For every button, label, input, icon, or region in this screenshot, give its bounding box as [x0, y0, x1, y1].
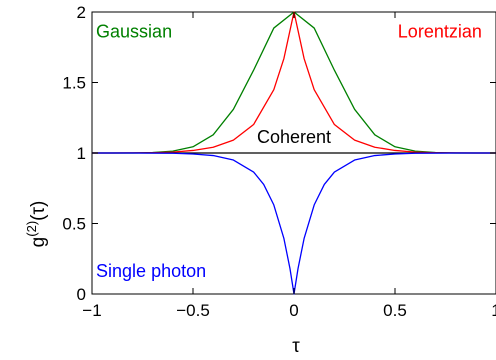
- x-tick-label: 1: [491, 301, 496, 320]
- annotation-gaussian: Gaussian: [96, 21, 172, 41]
- x-tick-label: −1: [82, 301, 101, 320]
- annotation-lorentzian: Lorentzian: [398, 21, 482, 41]
- annotations: Gaussian Lorentzian Coherent Single photon: [96, 21, 482, 281]
- y-axis-label-sup: (2): [24, 221, 39, 237]
- y-tick-label: 0: [77, 285, 86, 304]
- annotation-single-photon: Single photon: [96, 261, 206, 281]
- y-axis-label: g(2)(τ): [24, 201, 49, 248]
- y-axis-label-arg: (τ): [28, 201, 49, 221]
- series-layer: [92, 11, 496, 295]
- y-tick-label: 2: [77, 3, 86, 22]
- annotation-coherent: Coherent: [257, 127, 331, 147]
- y-axis-label-main: g: [28, 237, 49, 248]
- y-tick-label: 1.5: [62, 74, 86, 93]
- y-tick-label: 1: [77, 144, 86, 163]
- x-tick-label: 0: [289, 301, 298, 320]
- y-axis-ticks: 0 0.5 1 1.5 2: [62, 3, 496, 304]
- x-tick-label: 0.5: [383, 301, 407, 320]
- x-axis-ticks: −1 −0.5 0 0.5 1: [82, 12, 496, 320]
- x-axis-label: τ: [292, 336, 300, 357]
- x-tick-label: −0.5: [176, 301, 210, 320]
- svg-text:g(2)(τ): g(2)(τ): [24, 201, 49, 248]
- y-tick-label: 0.5: [62, 215, 86, 234]
